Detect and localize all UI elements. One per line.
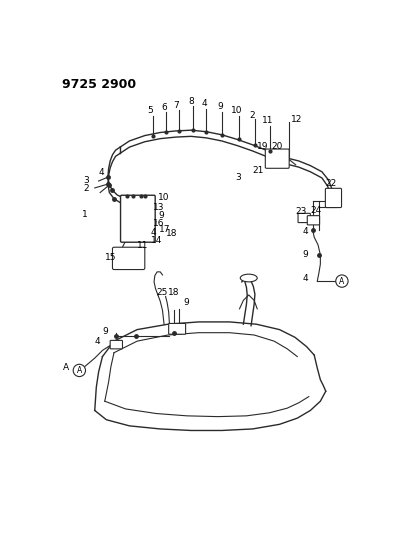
FancyBboxPatch shape — [113, 247, 145, 270]
Text: 6: 6 — [161, 103, 167, 112]
Text: 4: 4 — [302, 227, 308, 236]
FancyBboxPatch shape — [298, 213, 310, 223]
FancyBboxPatch shape — [110, 341, 122, 349]
Text: 24: 24 — [310, 206, 321, 215]
Text: 2: 2 — [83, 184, 89, 193]
Text: 15: 15 — [105, 254, 116, 262]
Text: 4: 4 — [302, 273, 308, 282]
Text: 4: 4 — [95, 337, 100, 346]
FancyBboxPatch shape — [169, 324, 186, 334]
FancyBboxPatch shape — [266, 149, 289, 168]
FancyBboxPatch shape — [120, 195, 155, 242]
Text: 4: 4 — [99, 168, 104, 177]
Text: 17: 17 — [159, 225, 171, 234]
Text: 2: 2 — [250, 111, 255, 120]
Text: 10: 10 — [231, 107, 242, 116]
Text: 4: 4 — [151, 228, 157, 237]
Text: 18: 18 — [166, 229, 178, 238]
Text: 3: 3 — [236, 173, 241, 182]
Text: 9: 9 — [159, 211, 164, 220]
Text: 11: 11 — [137, 241, 149, 250]
FancyBboxPatch shape — [326, 188, 342, 207]
Text: 12: 12 — [291, 115, 302, 124]
Text: 19: 19 — [257, 142, 269, 151]
Text: 22: 22 — [326, 179, 337, 188]
Text: 7: 7 — [173, 101, 179, 110]
Text: 8: 8 — [188, 97, 194, 106]
Text: 14: 14 — [151, 236, 162, 245]
Text: 1: 1 — [82, 209, 88, 219]
Text: 13: 13 — [152, 203, 164, 212]
Text: 9: 9 — [302, 251, 308, 260]
Ellipse shape — [240, 274, 257, 282]
Text: 16: 16 — [152, 219, 164, 228]
Text: 25: 25 — [156, 288, 167, 297]
Text: 4: 4 — [202, 99, 208, 108]
Text: 10: 10 — [158, 192, 169, 201]
Text: 9: 9 — [183, 298, 189, 307]
Text: 18: 18 — [168, 288, 179, 297]
Text: 3: 3 — [83, 176, 89, 185]
Circle shape — [336, 275, 348, 287]
Text: A: A — [339, 277, 344, 286]
Text: 9: 9 — [217, 102, 223, 111]
Text: 21: 21 — [253, 166, 264, 175]
Text: 5: 5 — [147, 107, 153, 116]
Text: 11: 11 — [262, 116, 274, 125]
Text: 9725 2900: 9725 2900 — [62, 78, 136, 91]
Text: 23: 23 — [295, 207, 306, 216]
Circle shape — [73, 364, 85, 377]
Text: 9: 9 — [102, 327, 108, 336]
Text: A: A — [63, 363, 69, 372]
Text: 20: 20 — [272, 142, 283, 151]
FancyBboxPatch shape — [307, 216, 320, 225]
Text: A: A — [77, 366, 82, 375]
